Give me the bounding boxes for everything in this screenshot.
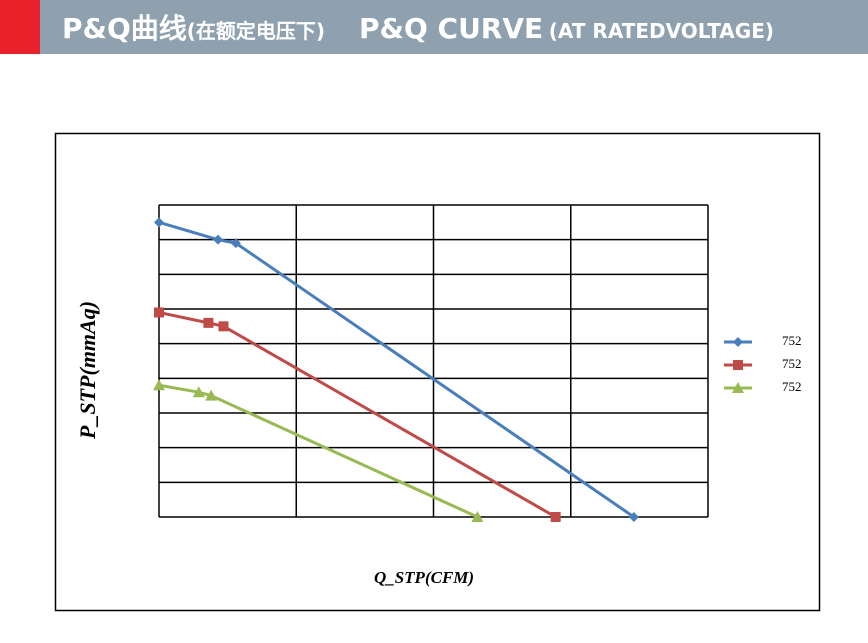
y-axis-label: P_STP(mmAq)	[75, 301, 100, 440]
chart-frame	[54, 132, 821, 612]
data-point	[471, 511, 484, 522]
x-axis-label: Q_STP(CFM)	[374, 568, 474, 587]
data-point	[628, 512, 639, 522]
data-point	[205, 389, 218, 401]
data-point	[153, 379, 165, 391]
series-line	[158, 383, 479, 519]
legend-marker	[733, 360, 743, 370]
data-point	[550, 512, 561, 522]
header-bar: P&Q曲线(在额定电压下) P&Q CURVE (AT RATEDVOLTAGE)	[0, 0, 868, 54]
title-en: P&Q CURVE	[359, 12, 544, 45]
series-line	[158, 220, 635, 519]
data-point	[218, 321, 229, 332]
header-title: P&Q曲线(在额定电压下) P&Q CURVE (AT RATEDVOLTAGE)	[62, 0, 774, 54]
data-point	[192, 386, 205, 398]
title-cn: P&Q曲线	[62, 12, 187, 45]
series-line	[158, 310, 557, 519]
data-point	[230, 238, 241, 249]
header-accent	[0, 0, 40, 54]
data-point	[154, 217, 164, 228]
data-point	[213, 234, 224, 245]
legend-marker	[733, 337, 743, 347]
title-en-note: (AT RATEDVOLTAGE)	[548, 19, 775, 43]
legend-marker	[732, 382, 744, 393]
legend-label: 752	[782, 356, 802, 371]
legend-label: 752	[782, 379, 802, 394]
legend-label: 752	[782, 333, 802, 348]
title-cn-note: (在额定电压下)	[186, 19, 326, 43]
data-point	[154, 307, 164, 318]
data-point	[203, 317, 214, 328]
